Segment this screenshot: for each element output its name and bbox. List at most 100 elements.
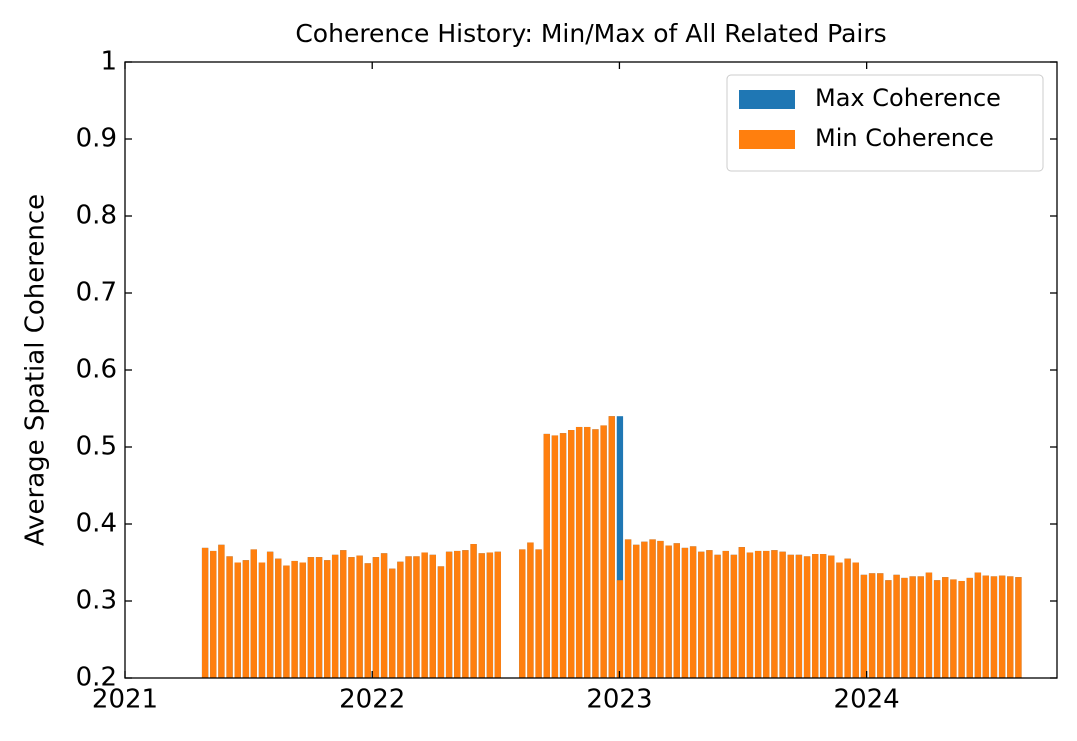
bar [738, 547, 745, 678]
bar [616, 416, 624, 678]
bar [258, 562, 266, 678]
legend-swatch [739, 90, 795, 109]
bar [1015, 577, 1022, 678]
bar [234, 562, 241, 678]
bar [909, 576, 916, 678]
y-tick-label: 0.5 [76, 432, 117, 462]
bar [706, 550, 713, 678]
bar [600, 425, 607, 678]
bar [950, 579, 957, 678]
bar [982, 575, 989, 678]
bar [478, 553, 485, 678]
bar [527, 542, 534, 678]
bar [763, 550, 770, 678]
bar [689, 546, 697, 678]
bar [917, 576, 924, 678]
bar [421, 552, 428, 678]
bar [331, 554, 339, 678]
y-tick-label: 0.7 [76, 278, 117, 308]
bar [324, 560, 331, 678]
bar [380, 553, 388, 678]
bar [486, 552, 494, 678]
bar [624, 539, 632, 678]
bar [836, 562, 843, 678]
bar [364, 563, 371, 678]
bar [925, 572, 933, 678]
legend-label: Max Coherence [815, 84, 1001, 112]
bar [397, 561, 404, 678]
bar [283, 565, 290, 678]
bar [893, 574, 900, 678]
bar [454, 550, 461, 678]
bar [462, 550, 469, 678]
bar [714, 554, 721, 678]
bar [372, 557, 380, 678]
bar [885, 580, 892, 678]
bar [445, 551, 453, 678]
bar [812, 554, 819, 678]
bar [250, 549, 257, 678]
y-tick-label: 0.3 [76, 586, 117, 616]
bar [299, 562, 306, 678]
bar [966, 577, 973, 678]
bar [340, 550, 347, 678]
bar [933, 580, 941, 678]
bar [746, 552, 754, 678]
bar [413, 556, 420, 678]
y-tick-label: 0.8 [76, 201, 117, 231]
bar [348, 557, 355, 678]
bar [592, 429, 599, 678]
bar [901, 577, 908, 678]
bar [974, 572, 982, 678]
bar [559, 433, 567, 678]
bar [218, 544, 225, 678]
bar [226, 556, 233, 678]
bar [828, 555, 835, 678]
y-tick-label: 0.9 [76, 124, 117, 154]
bar [641, 541, 648, 678]
bar [551, 435, 559, 678]
bar [942, 577, 949, 678]
bar [681, 547, 689, 678]
y-tick-label: 0.4 [76, 509, 117, 539]
bar [584, 426, 591, 678]
y-tick-label: 0.6 [76, 355, 117, 385]
bar [201, 547, 209, 678]
bar [291, 560, 298, 678]
bar [868, 573, 876, 678]
x-tick-label: 2023 [586, 685, 652, 715]
legend-box [726, 74, 1044, 172]
y-tick-label: 0.2 [76, 663, 117, 693]
bar [771, 550, 778, 678]
bar [535, 549, 542, 678]
bar [990, 576, 998, 678]
x-tick-label: 2022 [339, 685, 405, 715]
bar [779, 551, 786, 678]
bar [389, 568, 396, 678]
legend-label: Min Coherence [815, 124, 994, 152]
bar [958, 580, 965, 678]
bar [698, 551, 705, 678]
bar [844, 558, 851, 678]
bar [819, 554, 827, 678]
bar [437, 566, 445, 678]
legend: Max Coherence Min Coherence [726, 74, 1044, 172]
bar [568, 430, 575, 678]
bar [657, 540, 664, 678]
bar [543, 433, 550, 678]
bar [795, 554, 803, 678]
bar [803, 556, 811, 678]
legend-swatch [739, 130, 795, 149]
bar [649, 539, 656, 678]
bar [860, 574, 868, 678]
bar [210, 550, 217, 678]
bar [998, 575, 1006, 678]
chart-title: Coherence History: Min/Max of All Relate… [295, 19, 886, 48]
x-tick-label: 2024 [834, 685, 900, 715]
bar [429, 554, 436, 678]
bar [275, 558, 282, 678]
bar [754, 550, 762, 678]
bar [307, 557, 315, 678]
bar [494, 551, 501, 678]
